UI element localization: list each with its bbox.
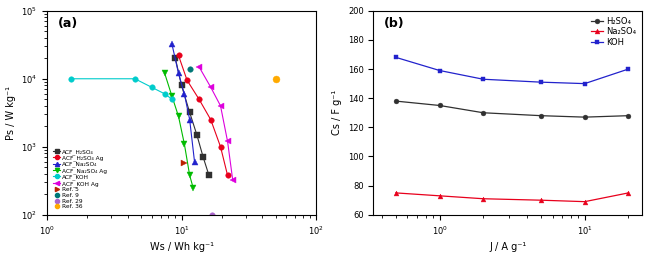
H₂SO₄ (435, 104, 443, 107)
H₂SO₄ (581, 116, 588, 119)
Na₂SO₄ (581, 200, 588, 203)
Line: KOH: KOH (393, 55, 631, 86)
Text: (a): (a) (58, 17, 78, 30)
Legend: ACF_H₂SO₄, ACF_H₂SO₄ Ag, ACF_Na₂SO₄, ACF_Na₂SO₄ Ag, ACF_KOH, ACF_KOH Ag, Ref. 5,: ACF_H₂SO₄, ACF_H₂SO₄ Ag, ACF_Na₂SO₄, ACF… (52, 148, 108, 210)
H₂SO₄ (537, 114, 545, 117)
Na₂SO₄ (392, 191, 400, 195)
KOH (435, 69, 443, 72)
X-axis label: Ws / Wh kg⁻¹: Ws / Wh kg⁻¹ (150, 243, 213, 252)
Legend: H₂SO₄, Na₂SO₄, KOH: H₂SO₄, Na₂SO₄, KOH (589, 15, 638, 49)
Text: (b): (b) (384, 17, 405, 30)
X-axis label: J / A g⁻¹: J / A g⁻¹ (489, 243, 527, 252)
H₂SO₄ (480, 111, 487, 114)
Y-axis label: Ps / W kg⁻¹: Ps / W kg⁻¹ (6, 86, 16, 140)
Na₂SO₄ (625, 191, 632, 195)
KOH (625, 68, 632, 71)
Y-axis label: Cs / F g⁻¹: Cs / F g⁻¹ (332, 90, 342, 135)
Na₂SO₄ (480, 197, 487, 200)
KOH (480, 78, 487, 81)
KOH (392, 56, 400, 59)
Na₂SO₄ (537, 199, 545, 202)
Na₂SO₄ (435, 194, 443, 197)
Line: H₂SO₄: H₂SO₄ (393, 99, 631, 119)
KOH (537, 80, 545, 84)
Line: Na₂SO₄: Na₂SO₄ (393, 190, 631, 204)
H₂SO₄ (625, 114, 632, 117)
H₂SO₄ (392, 100, 400, 103)
KOH (581, 82, 588, 85)
